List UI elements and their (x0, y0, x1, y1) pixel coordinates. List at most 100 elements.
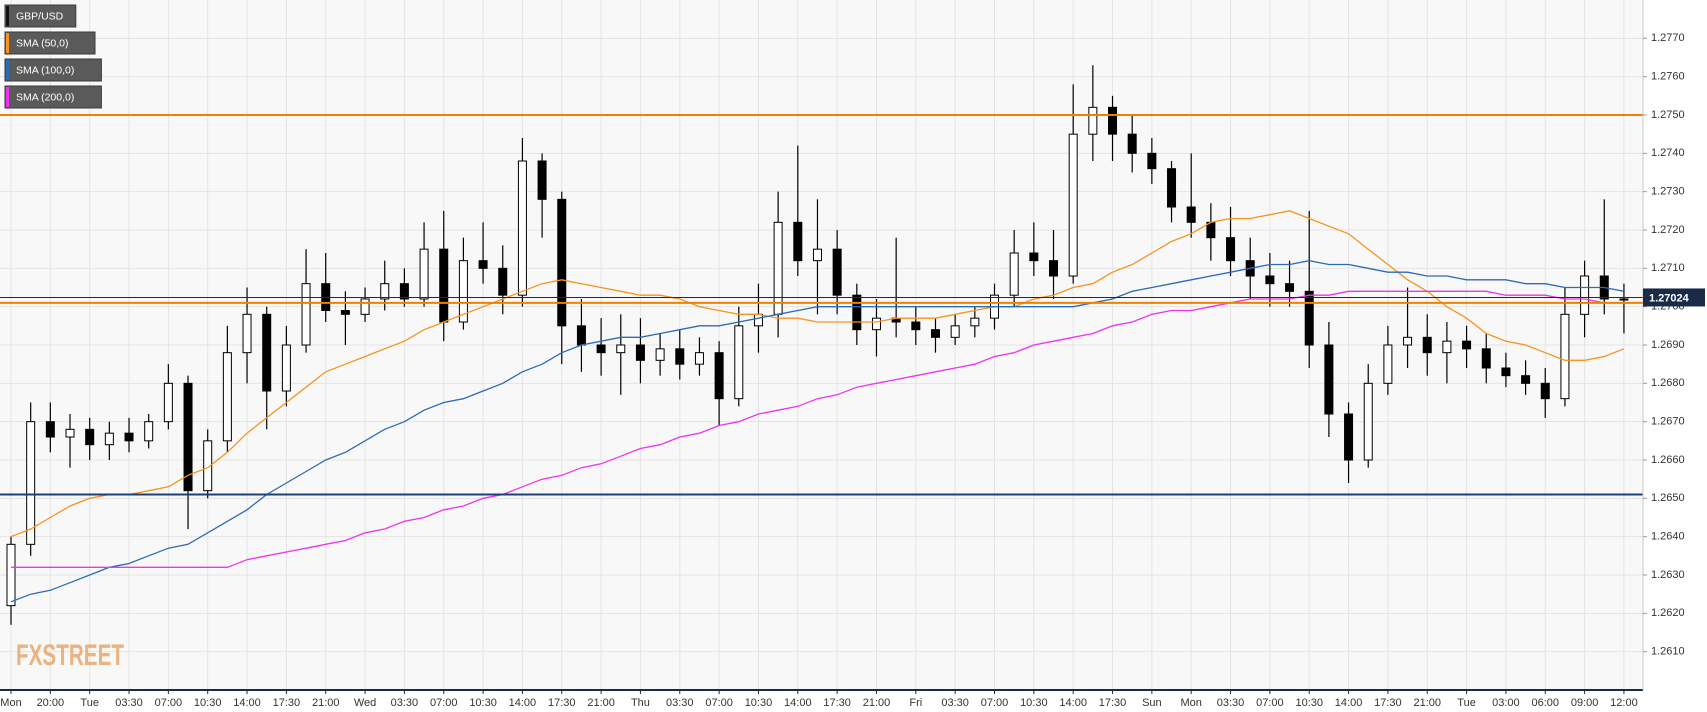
x-tick-label: 21:00 (863, 697, 891, 709)
candle-body (576, 325, 586, 346)
x-tick-label: 07:00 (981, 697, 1009, 709)
candle-body (144, 421, 154, 442)
candle-body (1462, 340, 1472, 350)
candle-body (930, 329, 940, 338)
legend-box (4, 4, 77, 28)
y-tick-label: 1.2720 (1651, 224, 1685, 236)
candle-body (419, 248, 429, 300)
x-tick-label: 10:30 (194, 697, 222, 709)
candle-body (1560, 313, 1570, 400)
x-tick-label: 14:00 (509, 697, 537, 709)
candle-body (675, 348, 685, 365)
x-tick-label: 17:30 (823, 697, 851, 709)
y-tick-label: 1.2640 (1651, 531, 1685, 543)
x-tick-label: 21:00 (312, 697, 340, 709)
candle-body (596, 344, 606, 354)
candle-body (1226, 237, 1236, 262)
x-tick-label: 03:30 (666, 697, 694, 709)
x-tick-label: 09:00 (1571, 697, 1599, 709)
candle-body (694, 352, 704, 365)
x-tick-label: 10:30 (469, 697, 497, 709)
candle-body (1501, 367, 1511, 377)
x-tick-label: 07:00 (705, 697, 733, 709)
candle-body (1442, 340, 1452, 354)
candle-body (1068, 133, 1078, 277)
x-tick-label: 17:30 (1099, 697, 1127, 709)
candle-body (1186, 206, 1196, 223)
legend-swatch (6, 87, 9, 107)
watermark: FXSTREET (16, 639, 124, 672)
y-tick-label: 1.2670 (1651, 416, 1685, 428)
candle-body (852, 294, 862, 331)
y-tick-label: 1.2740 (1651, 147, 1685, 159)
candle-body (1403, 336, 1413, 346)
candle-body (734, 325, 744, 400)
x-tick-label: 03:30 (1217, 697, 1245, 709)
candle-body (1304, 290, 1314, 346)
y-tick-label: 1.2660 (1651, 454, 1685, 466)
candle-body (1265, 275, 1275, 285)
candle-body (1108, 106, 1118, 135)
x-tick-label: Mon (0, 697, 21, 709)
x-tick-label: 21:00 (1413, 697, 1441, 709)
x-tick-label: Thu (631, 697, 650, 709)
sma-line (10, 260, 1625, 603)
x-tick-label: 21:00 (587, 697, 615, 709)
candle-body (793, 221, 803, 262)
x-tick-label: 10:30 (745, 697, 773, 709)
x-tick-label: 14:00 (1059, 697, 1087, 709)
y-tick-label: 1.2630 (1651, 569, 1685, 581)
candle-body (1009, 252, 1019, 296)
y-tick-label: 1.2650 (1651, 492, 1685, 504)
candle-body (104, 432, 114, 446)
candle-body (301, 283, 311, 346)
y-tick-label: 1.2690 (1651, 339, 1685, 351)
x-tick-label: 14:00 (233, 697, 261, 709)
legend-label: SMA (200,0) (16, 91, 74, 103)
x-tick-label: 14:00 (1335, 697, 1363, 709)
x-tick-label: 17:30 (1374, 697, 1402, 709)
candle-body (1619, 298, 1629, 301)
x-tick-label: 03:30 (115, 697, 143, 709)
candle-body (773, 221, 783, 315)
candle-body (1285, 283, 1295, 292)
marks (6, 65, 1629, 625)
candle-body (222, 352, 232, 442)
legend-box (4, 85, 102, 109)
x-tick-label: 10:30 (1020, 697, 1048, 709)
candle-body (203, 440, 213, 492)
candle-body (753, 313, 763, 327)
candle-body (439, 248, 449, 323)
x-tick-label: 14:00 (784, 697, 812, 709)
candle-body (340, 310, 350, 315)
x-tick-label: Mon (1180, 697, 1201, 709)
legend-label: GBP/USD (16, 10, 64, 22)
y-tick-label: 1.2760 (1651, 71, 1685, 83)
candle-body (242, 313, 252, 354)
candle-body (498, 267, 508, 296)
y-tick-label: 1.2730 (1651, 186, 1685, 198)
candle-body (871, 317, 881, 331)
x-tick-label: Wed (354, 697, 376, 709)
candle-body (380, 283, 390, 300)
candle-body (262, 313, 272, 392)
candle-body (65, 428, 75, 438)
candle-body (1324, 344, 1334, 415)
candle-body (714, 352, 724, 400)
candle-body (557, 198, 567, 327)
candle-body (950, 325, 960, 338)
x-tick-label: 03:30 (391, 697, 419, 709)
candle-body (1580, 275, 1590, 315)
x-tick-label: Fri (909, 697, 922, 709)
candle-body (183, 382, 193, 492)
x-tick-label: 10:30 (1295, 697, 1323, 709)
candle-body (1422, 336, 1432, 354)
candle-body (163, 382, 173, 423)
candle-body (1363, 382, 1373, 461)
legend-swatch (6, 33, 9, 53)
sma-line (11, 290, 1624, 568)
x-tick-label: Tue (1457, 697, 1476, 709)
candle-body (911, 321, 921, 331)
y-tick-label: 1.2770 (1651, 32, 1685, 44)
candle-body (124, 432, 134, 442)
